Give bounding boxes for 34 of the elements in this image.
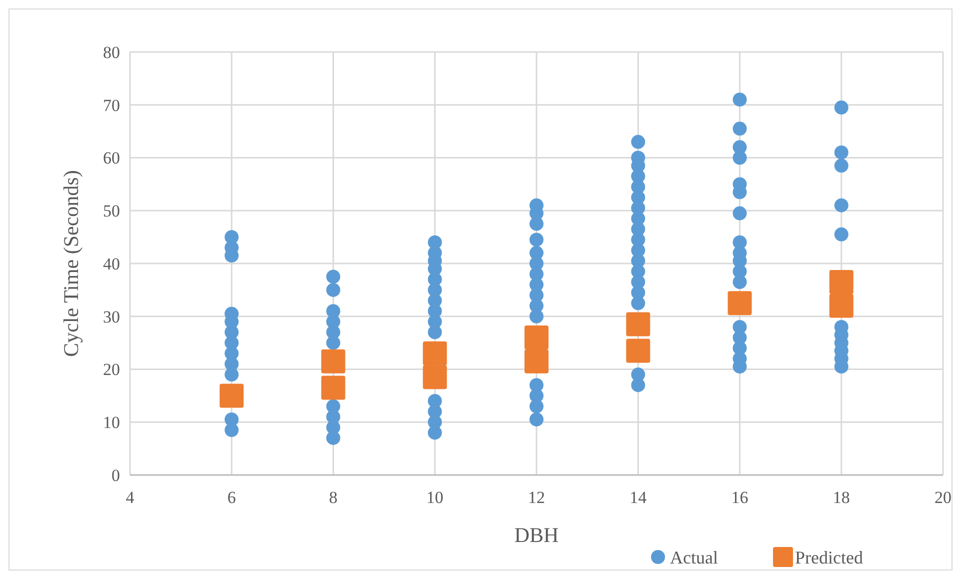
x-axis-title: DBH (514, 523, 559, 547)
y-tick-label: 40 (103, 254, 120, 274)
x-tick-label: 14 (630, 488, 648, 507)
y-axis-title: Cycle Time (Seconds) (59, 170, 83, 357)
y-tick-label: 60 (103, 148, 120, 168)
x-tick-label: 6 (227, 488, 236, 507)
y-tick-label: 70 (103, 96, 120, 115)
point (321, 349, 346, 374)
point (220, 384, 244, 408)
y-tick-label: 20 (103, 360, 120, 380)
x-tick-label: 10 (426, 488, 444, 507)
x-tick-label: 20 (934, 488, 952, 507)
y-tick-label: 0 (112, 466, 120, 485)
legend-label: Actual (670, 547, 718, 568)
x-tick-label: 4 (126, 488, 135, 507)
point (524, 326, 548, 350)
point (422, 365, 447, 390)
point (524, 349, 548, 374)
point (422, 341, 447, 366)
y-tick-label: 80 (103, 42, 120, 62)
y-tick-label: 10 (103, 413, 120, 432)
point (728, 291, 752, 316)
x-tick-label: 16 (731, 488, 748, 507)
point (321, 376, 346, 400)
point (626, 312, 650, 336)
x-tick-label: 18 (832, 488, 850, 507)
point (626, 338, 650, 363)
x-tick-label: 12 (528, 488, 545, 507)
point (829, 294, 854, 318)
legend-label: Predicted (795, 547, 863, 568)
x-tick-label: 8 (329, 488, 338, 507)
y-tick-label: 50 (103, 202, 120, 221)
y-tick-label: 30 (103, 307, 120, 326)
point (829, 270, 854, 294)
